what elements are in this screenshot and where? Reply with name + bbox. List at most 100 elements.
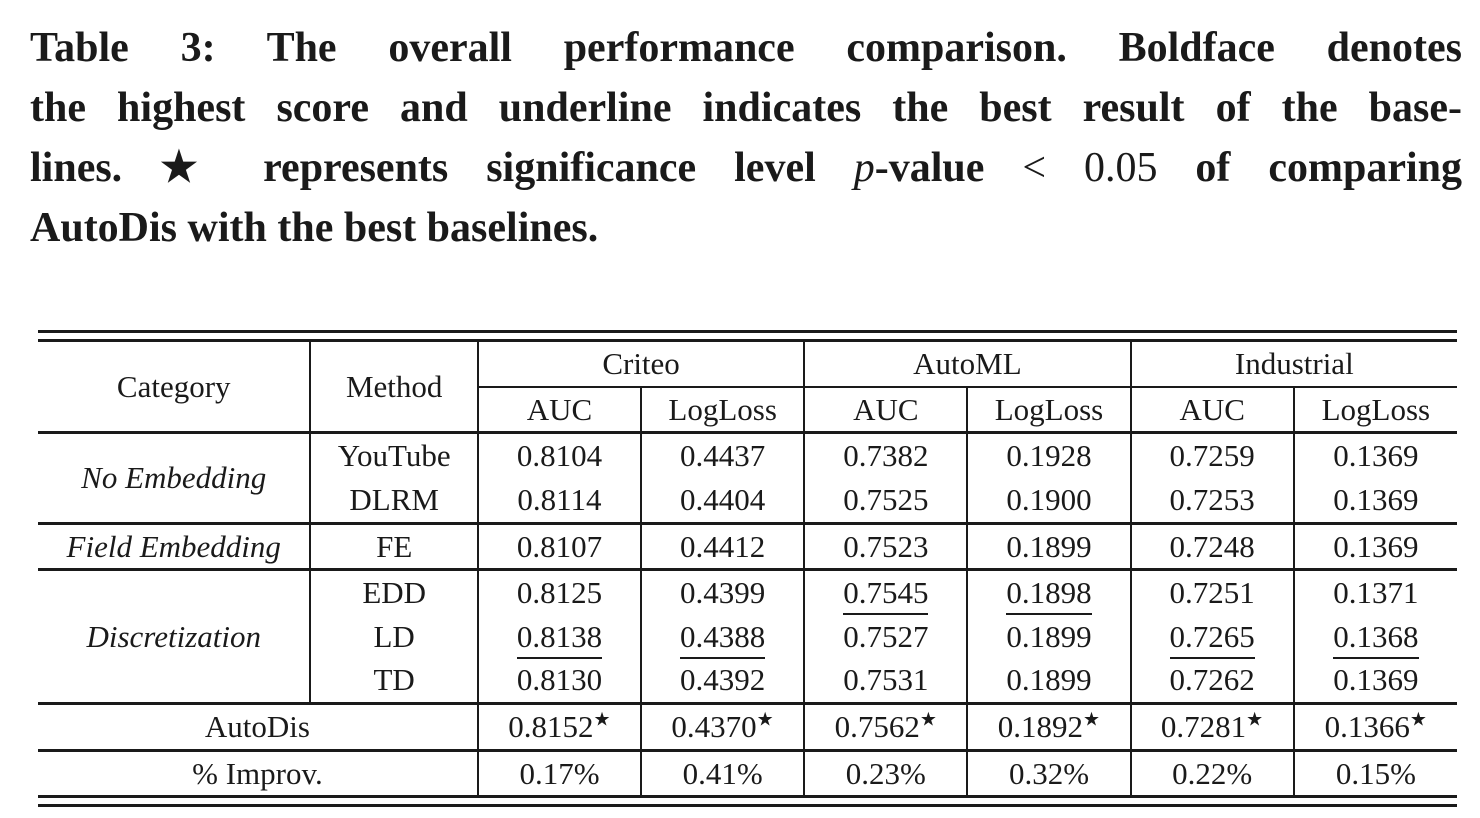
header-row-metrics: AUC LogLoss AUC LogLoss AUC LogLoss	[38, 386, 1457, 435]
value-cell: 0.7523	[803, 523, 968, 572]
autodis-value: 0.7562	[834, 709, 920, 745]
caption-line-4: AutoDis with the best baselines.	[30, 198, 1462, 258]
value-cell: 0.7281★	[1129, 703, 1294, 752]
value-cell: 0.7382	[803, 432, 968, 478]
header-group-criteo: Criteo	[476, 340, 805, 388]
value-cell: 0.8138	[476, 614, 642, 659]
value-cell: 0.15%	[1292, 750, 1457, 797]
value-cell: 0.7253	[1129, 477, 1294, 525]
caption-p-symbol: p	[853, 145, 875, 191]
value-cell: 0.4370★	[640, 703, 805, 752]
underlined-value: 0.7545	[843, 575, 929, 616]
value-cell: 0.7531	[803, 658, 968, 706]
value-cell: 0.17%	[476, 750, 642, 797]
value-cell: 0.7265	[1129, 614, 1294, 659]
value-cell: 0.1369	[1292, 523, 1457, 572]
autodis-value: 0.4370	[671, 709, 757, 745]
category-cell: No Embedding	[38, 432, 311, 525]
significance-star-icon: ★	[919, 709, 938, 731]
value-cell: 0.41%	[640, 750, 805, 797]
autodis-value: 0.8152	[508, 709, 594, 745]
metric-header: LogLoss	[1292, 386, 1457, 435]
caption-line-3: lines. ★ represents significance level p…	[30, 138, 1462, 198]
value-cell: 0.4388	[640, 614, 805, 659]
value-cell: 0.7527	[803, 614, 968, 659]
value-cell: 0.1371	[1292, 569, 1457, 615]
value-cell: 0.7259	[1129, 432, 1294, 478]
underlined-value: 0.4388	[680, 618, 766, 659]
category-cell: Discretization	[38, 569, 311, 706]
significance-star-icon: ★	[1409, 709, 1428, 731]
header-method: Method	[309, 340, 478, 435]
value-cell: 0.4437	[640, 432, 805, 478]
metric-header: AUC	[476, 386, 642, 435]
method-cell: FE	[309, 523, 478, 572]
value-cell: 0.4392	[640, 658, 805, 706]
caption-text: The overall performance comparison. Bold…	[266, 25, 1462, 71]
significance-star-icon: ★	[756, 709, 774, 731]
significance-star-icon: ★	[593, 709, 611, 731]
table-row: LD 0.8138 0.4388 0.7527 0.1899 0.7265 0.…	[38, 614, 1457, 659]
value-cell: 0.1899	[966, 658, 1131, 706]
table-row: DLRM 0.8114 0.4404 0.7525 0.1900 0.7253 …	[38, 477, 1457, 525]
value-cell: 0.7251	[1129, 569, 1294, 615]
caption-text: the highest score and underline indicate…	[30, 85, 1462, 131]
category-cell: Field Embedding	[38, 523, 311, 572]
caption-text: -value	[874, 145, 985, 191]
improvement-row: % Improv. 0.17% 0.41% 0.23% 0.32% 0.22% …	[38, 750, 1457, 797]
method-cell: LD	[309, 614, 478, 659]
table-row: No Embedding YouTube 0.8104 0.4437 0.738…	[38, 432, 1457, 525]
autodis-label: AutoDis	[38, 703, 478, 752]
autodis-value: 0.7281	[1160, 709, 1247, 745]
table-row: Field Embedding FE 0.8107 0.4412 0.7523 …	[38, 523, 1457, 572]
underlined-value: 0.8138	[516, 618, 603, 659]
value-cell: 0.1898	[966, 569, 1131, 616]
caption-text: lines. ★ represents significance level	[30, 145, 816, 191]
value-cell: 0.8114	[476, 477, 642, 525]
results-table-frame: Category Method Criteo AutoML Industrial…	[38, 330, 1457, 808]
value-cell: 0.1899	[966, 523, 1131, 572]
results-table: Category Method Criteo AutoML Industrial…	[38, 339, 1457, 799]
caption-text: AutoDis with the best baselines.	[30, 205, 599, 251]
caption-line-1: Table 3: The overall performance compari…	[30, 18, 1462, 78]
value-cell: 0.8104	[476, 432, 642, 478]
value-cell: 0.1900	[966, 477, 1131, 525]
value-cell: 0.1366★	[1292, 703, 1457, 752]
value-cell: 0.7248	[1129, 523, 1294, 572]
underlined-value: 0.1898	[1006, 575, 1092, 616]
value-cell: 0.1368	[1292, 614, 1457, 659]
value-cell: 0.32%	[966, 750, 1131, 797]
metric-header: LogLoss	[966, 386, 1131, 435]
table-row: Discretization EDD 0.8125 0.4399 0.7545 …	[38, 569, 1457, 706]
value-cell: 0.8107	[476, 523, 642, 572]
header-group-industrial: Industrial	[1129, 340, 1457, 388]
caption-line-2: the highest score and underline indicate…	[30, 78, 1462, 138]
value-cell: 0.1369	[1292, 432, 1457, 478]
metric-header: LogLoss	[640, 386, 805, 435]
less-than-symbol: <	[1022, 145, 1047, 191]
improvement-label: % Improv.	[192, 755, 323, 791]
value-cell: 0.7262	[1129, 658, 1294, 706]
value-cell: 0.1369	[1292, 658, 1457, 706]
value-cell: 0.8125	[476, 569, 642, 615]
method-cell: YouTube	[309, 432, 478, 478]
autodis-row: AutoDis 0.8152★ 0.4370★ 0.7562★ 0.1892★ …	[38, 703, 1457, 752]
value-cell: 0.7562★	[803, 703, 968, 752]
value-cell: 0.4412	[640, 523, 805, 572]
significance-star-icon: ★	[1083, 709, 1101, 731]
header-row-groups: Category Method Criteo AutoML Industrial	[38, 340, 1457, 435]
value-cell: 0.1928	[966, 432, 1131, 478]
header-group-automl: AutoML	[803, 340, 1131, 388]
value-cell: 0.8130	[476, 658, 642, 706]
metric-header: AUC	[803, 386, 968, 435]
value-cell: 0.7525	[803, 477, 968, 525]
value-cell: 0.7545	[803, 569, 968, 616]
value-cell: 0.1369	[1292, 477, 1457, 525]
table-caption: Table 3: The overall performance compari…	[30, 18, 1462, 258]
value-cell: 0.8152★	[476, 703, 642, 752]
underlined-value: 0.7265	[1169, 618, 1255, 659]
caption-text: of comparing	[1195, 145, 1463, 191]
autodis-value: 0.1366	[1324, 709, 1410, 745]
value-cell: 0.1899	[966, 614, 1131, 659]
method-cell: DLRM	[309, 477, 478, 525]
